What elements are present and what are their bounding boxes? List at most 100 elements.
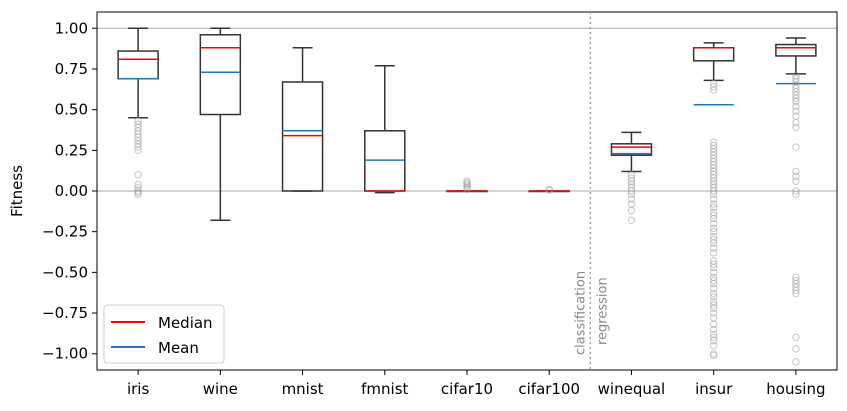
outlier-point xyxy=(709,219,718,228)
outlier-point xyxy=(134,190,142,198)
legend-median-label: Median xyxy=(158,314,213,332)
separator-label-regression: regression xyxy=(595,277,610,345)
y-axis-label: Fitness xyxy=(8,165,26,217)
x-tick-label: iris xyxy=(127,380,150,398)
box-body xyxy=(775,43,817,57)
legend-box xyxy=(103,304,225,364)
outlier-point xyxy=(709,83,718,91)
outlier-point xyxy=(627,206,636,215)
outlier-point xyxy=(709,341,718,350)
x-tick-label: fmnist xyxy=(361,380,408,398)
outlier-point xyxy=(709,203,718,211)
outlier-point xyxy=(709,249,718,257)
outlier-point xyxy=(709,195,718,203)
box-cifar100 xyxy=(528,185,570,194)
box-mnist xyxy=(281,47,324,192)
box-fmnist xyxy=(364,64,406,194)
outlier-point xyxy=(792,177,800,185)
outlier-point xyxy=(134,171,142,179)
legend: Median Mean xyxy=(103,304,225,364)
y-axis-ticks: 1.00 0.75 0.50 0.25 0.00 −0.25 −0.50 −0.75 −1.00 xyxy=(42,19,97,363)
box-wine xyxy=(199,27,242,222)
y-tick-label: −0.50 xyxy=(42,263,88,281)
outlier-point xyxy=(709,325,718,334)
outlier-point xyxy=(709,320,718,329)
outlier-point xyxy=(709,244,718,252)
outlier-point xyxy=(709,289,718,298)
y-tick-label: 0.50 xyxy=(55,101,88,119)
y-tick-label: 0.00 xyxy=(55,182,88,200)
box-iris xyxy=(117,27,159,198)
outlier-point xyxy=(792,333,800,342)
outlier-point xyxy=(709,309,718,317)
outlier-point xyxy=(792,118,800,127)
outlier-point xyxy=(792,286,800,294)
outlier-point xyxy=(463,185,471,194)
outlier-point xyxy=(792,102,800,111)
outlier-point xyxy=(709,304,718,312)
box-series xyxy=(117,27,817,366)
outlier-point xyxy=(134,146,142,155)
outlier-point xyxy=(792,187,800,195)
outlier-point xyxy=(792,167,800,176)
outlier-point xyxy=(792,94,800,102)
outlier-point xyxy=(792,97,800,106)
outlier-point xyxy=(709,276,718,285)
outlier-point xyxy=(709,227,718,236)
box-winequal xyxy=(610,131,653,224)
y-tick-label: 1.00 xyxy=(55,19,88,37)
outlier-point xyxy=(545,186,553,194)
outlier-point xyxy=(792,190,800,198)
box-cifar10 xyxy=(446,177,488,194)
outlier-point xyxy=(709,284,718,293)
outlier-point xyxy=(709,224,718,233)
outlier-point xyxy=(709,333,718,342)
outlier-point xyxy=(709,268,718,277)
outlier-point xyxy=(709,293,718,301)
outlier-point xyxy=(709,301,718,309)
box-body xyxy=(610,143,653,156)
outlier-point xyxy=(792,289,800,298)
box-body xyxy=(117,50,159,80)
outlier-point xyxy=(709,200,718,208)
outlier-point xyxy=(709,214,718,223)
outlier-point xyxy=(709,239,718,247)
outlier-point xyxy=(792,112,800,120)
x-axis-ticks: iris wine mnist fmnist cifar10 cifar100 winequ… xyxy=(127,370,825,398)
outlier-point xyxy=(709,187,718,195)
outlier-point xyxy=(792,345,800,353)
x-tick-label: housing xyxy=(766,380,825,398)
x-tick-label: mnist xyxy=(282,380,324,398)
outlier-point xyxy=(792,143,800,151)
y-tick-label: 0.25 xyxy=(55,141,88,159)
outlier-point xyxy=(709,211,718,220)
y-tick-label: −0.25 xyxy=(42,223,88,241)
outlier-point xyxy=(709,314,718,322)
box-body xyxy=(281,81,324,192)
x-tick-label: winequal xyxy=(598,380,666,398)
outlier-point xyxy=(134,143,142,151)
x-tick-label: cifar100 xyxy=(518,380,580,398)
x-tick-label: wine xyxy=(203,380,238,398)
outlier-point xyxy=(709,263,718,272)
outlier-point xyxy=(792,123,800,132)
outlier-point xyxy=(709,236,718,244)
outlier-point xyxy=(627,216,636,224)
box-body xyxy=(199,34,242,116)
outlier-point xyxy=(792,107,800,115)
outlier-point xyxy=(792,172,800,181)
outlier-point xyxy=(627,190,636,198)
separator-label-classification: classification xyxy=(573,271,588,355)
outlier-point xyxy=(709,351,718,360)
x-tick-label: cifar10 xyxy=(441,380,493,398)
outlier-point xyxy=(792,358,800,366)
outlier-point xyxy=(709,337,718,345)
y-tick-label: −1.00 xyxy=(42,345,88,363)
box-body xyxy=(692,47,735,62)
outlier-point xyxy=(709,260,718,268)
box-body xyxy=(364,130,406,192)
box-housing xyxy=(775,37,817,366)
x-tick-label: insur xyxy=(695,380,733,398)
y-tick-label: −0.75 xyxy=(42,304,88,322)
